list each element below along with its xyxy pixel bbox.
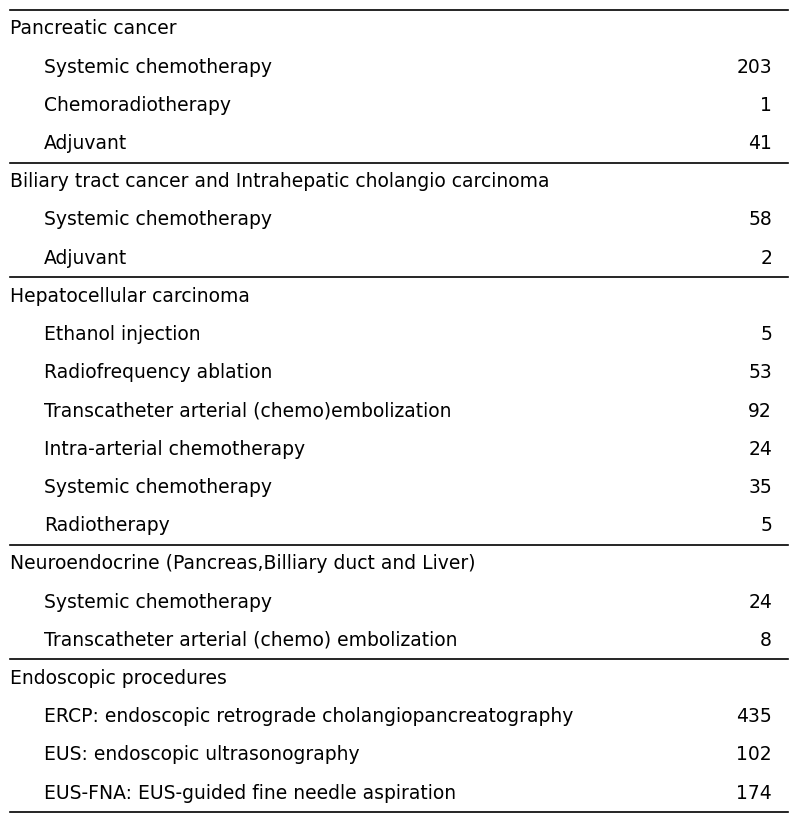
Text: Systemic chemotherapy: Systemic chemotherapy xyxy=(44,210,272,229)
Text: 8: 8 xyxy=(760,630,772,649)
Text: 53: 53 xyxy=(748,363,772,382)
Text: Systemic chemotherapy: Systemic chemotherapy xyxy=(44,593,272,612)
Text: 102: 102 xyxy=(736,746,772,764)
Text: 24: 24 xyxy=(748,440,772,459)
Text: 2: 2 xyxy=(760,249,772,268)
Text: 24: 24 xyxy=(748,593,772,612)
Text: EUS-FNA: EUS-guided fine needle aspiration: EUS-FNA: EUS-guided fine needle aspirati… xyxy=(44,783,456,802)
Text: Biliary tract cancer and Intrahepatic cholangio carcinoma: Biliary tract cancer and Intrahepatic ch… xyxy=(10,173,549,192)
Text: 41: 41 xyxy=(748,134,772,153)
Text: Neuroendocrine (Pancreas,Billiary duct and Liver): Neuroendocrine (Pancreas,Billiary duct a… xyxy=(10,554,475,573)
Text: Radiofrequency ablation: Radiofrequency ablation xyxy=(44,363,272,382)
Text: Systemic chemotherapy: Systemic chemotherapy xyxy=(44,58,272,76)
Text: Adjuvant: Adjuvant xyxy=(44,134,127,153)
Text: Systemic chemotherapy: Systemic chemotherapy xyxy=(44,478,272,497)
Text: 203: 203 xyxy=(736,58,772,76)
Text: 5: 5 xyxy=(760,325,772,344)
Text: ERCP: endoscopic retrograde cholangiopancreatography: ERCP: endoscopic retrograde cholangiopan… xyxy=(44,707,574,726)
Text: Chemoradiotherapy: Chemoradiotherapy xyxy=(44,96,231,115)
Text: 92: 92 xyxy=(748,401,772,421)
Text: Adjuvant: Adjuvant xyxy=(44,249,127,268)
Text: 1: 1 xyxy=(760,96,772,115)
Text: Pancreatic cancer: Pancreatic cancer xyxy=(10,20,176,39)
Text: Radiotherapy: Radiotherapy xyxy=(44,516,170,535)
Text: Ethanol injection: Ethanol injection xyxy=(44,325,201,344)
Text: 58: 58 xyxy=(748,210,772,229)
Text: 435: 435 xyxy=(736,707,772,726)
Text: Transcatheter arterial (chemo) embolization: Transcatheter arterial (chemo) embolizat… xyxy=(44,630,458,649)
Text: EUS: endoscopic ultrasonography: EUS: endoscopic ultrasonography xyxy=(44,746,360,764)
Text: Intra-arterial chemotherapy: Intra-arterial chemotherapy xyxy=(44,440,305,459)
Text: Transcatheter arterial (chemo)embolization: Transcatheter arterial (chemo)embolizati… xyxy=(44,401,451,421)
Text: 35: 35 xyxy=(748,478,772,497)
Text: Hepatocellular carcinoma: Hepatocellular carcinoma xyxy=(10,287,250,306)
Text: 174: 174 xyxy=(736,783,772,802)
Text: Endoscopic procedures: Endoscopic procedures xyxy=(10,669,226,688)
Text: 5: 5 xyxy=(760,516,772,535)
